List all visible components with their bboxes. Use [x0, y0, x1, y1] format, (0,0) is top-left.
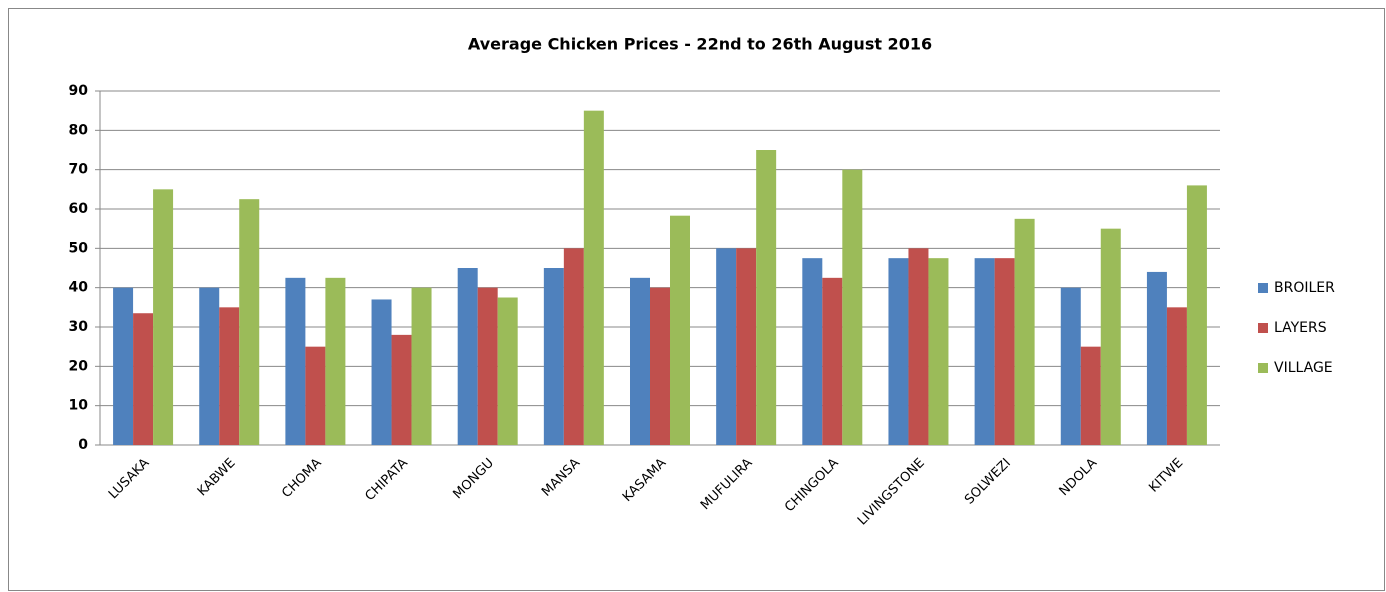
bar [716, 248, 737, 445]
bar [239, 199, 260, 445]
bar [411, 287, 432, 445]
y-tick-label: 60 [69, 201, 89, 217]
bar [908, 248, 929, 445]
bar [1186, 185, 1207, 445]
y-tick-label: 20 [69, 358, 89, 374]
legend-swatch [1258, 363, 1268, 373]
bar [153, 189, 174, 445]
bar [736, 248, 757, 445]
bar [928, 258, 949, 445]
bar [391, 334, 412, 445]
bar [497, 297, 518, 445]
y-tick-label: 40 [69, 280, 89, 296]
bar [543, 268, 564, 445]
bar [994, 258, 1015, 445]
bar [325, 277, 346, 445]
y-tick-label: 30 [69, 319, 89, 335]
bar [113, 287, 134, 445]
bar [1166, 307, 1187, 445]
chart-title: Average Chicken Prices - 22nd to 26th Au… [468, 35, 932, 54]
bar [1100, 228, 1121, 445]
bar [888, 258, 909, 445]
bar [802, 258, 823, 445]
bar [842, 169, 863, 445]
bar [583, 110, 604, 446]
bar [305, 346, 326, 445]
bar [285, 277, 306, 445]
bar [457, 268, 478, 445]
bar [822, 277, 843, 445]
legend-swatch [1258, 283, 1268, 293]
bar [371, 299, 392, 445]
bar [477, 287, 498, 445]
bar [199, 287, 220, 445]
bar [756, 150, 777, 445]
y-tick-label: 0 [78, 437, 88, 453]
bar [219, 307, 240, 445]
legend-swatch [1258, 323, 1268, 333]
legend-label: VILLAGE [1274, 360, 1333, 376]
bar [670, 215, 690, 445]
y-tick-label: 70 [69, 162, 89, 178]
bar [1080, 346, 1101, 445]
bar [630, 277, 650, 445]
y-tick-label: 10 [69, 398, 89, 414]
bar [133, 313, 154, 445]
bar [650, 287, 670, 445]
bar [1146, 271, 1167, 445]
legend-label: LAYERS [1274, 320, 1327, 336]
bar [1014, 218, 1035, 445]
y-tick-label: 80 [69, 122, 89, 138]
bar [1060, 287, 1081, 445]
y-tick-label: 90 [69, 83, 89, 99]
bar [563, 248, 584, 445]
legend-label: BROILER [1274, 280, 1335, 296]
y-tick-label: 50 [69, 240, 89, 256]
bar [974, 258, 995, 445]
